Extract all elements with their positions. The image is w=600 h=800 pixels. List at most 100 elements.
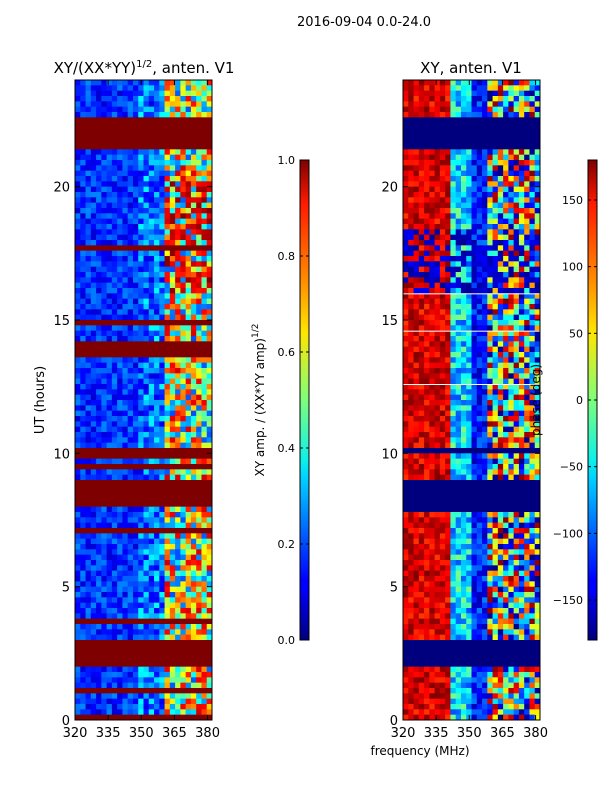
right-heatmap-cell <box>529 469 536 476</box>
right-heatmap-cell <box>518 298 525 305</box>
left-heatmap-cell <box>132 469 139 476</box>
left-flagged-row <box>75 485 212 492</box>
left-heatmap-cell <box>101 165 108 172</box>
left-heatmap-cell <box>159 544 166 550</box>
right-heatmap-cell <box>413 378 420 385</box>
left-heatmap-cell <box>154 677 160 684</box>
right-heatmap-cell <box>529 336 536 342</box>
right-heatmap-cell <box>413 330 420 337</box>
left-heatmap-cell <box>90 90 97 97</box>
right-heatmap-cell <box>408 234 415 241</box>
right-heatmap-cell <box>534 453 540 460</box>
left-heatmap-cell <box>185 389 192 396</box>
right-heatmap-cell <box>482 522 488 529</box>
right-heatmap-cell <box>497 592 504 598</box>
left-heatmap-cell <box>206 538 212 545</box>
left-heatmap-cell <box>80 314 87 321</box>
left-heatmap-cell <box>180 304 187 310</box>
left-heatmap-cell <box>154 602 160 609</box>
left-heatmap-cell <box>164 506 171 513</box>
right-heatmap-cell <box>513 453 520 460</box>
left-heatmap-cell <box>90 570 97 577</box>
left-heatmap-cell <box>164 218 171 225</box>
right-heatmap-cell <box>529 378 536 385</box>
right-heatmap-cell <box>450 538 457 545</box>
right-heatmap-cell <box>534 597 540 604</box>
right-heatmap-cell <box>503 170 509 177</box>
right-heatmap-cell <box>413 416 420 422</box>
left-heatmap-cell <box>101 624 108 630</box>
right-heatmap-cell <box>471 240 478 246</box>
left-heatmap-cell <box>138 224 145 230</box>
right-heatmap-cell <box>497 330 504 337</box>
right-heatmap-cell <box>518 394 525 401</box>
left-heatmap-cell <box>127 186 134 193</box>
right-heatmap-cell <box>513 288 520 294</box>
right-heatmap-cell <box>534 112 540 118</box>
right-heatmap-cell <box>476 298 483 305</box>
left-heatmap-cell <box>80 176 87 182</box>
left-heatmap-cell <box>185 410 192 417</box>
right-heatmap-cell <box>492 314 499 321</box>
right-heatmap-cell <box>445 442 452 449</box>
left-heatmap-cell <box>159 677 166 684</box>
right-heatmap-cell <box>460 154 467 161</box>
left-heatmap-cell <box>75 682 81 689</box>
right-heatmap-cell <box>534 672 540 678</box>
right-heatmap-cell <box>424 234 430 241</box>
right-heatmap-cell <box>445 458 452 465</box>
right-heatmap-cell <box>434 192 441 198</box>
left-heatmap-cell <box>164 458 171 465</box>
right-heatmap-cell <box>487 320 494 326</box>
left-heatmap-cell <box>159 293 166 300</box>
left-heatmap-cell <box>80 80 87 86</box>
left-heatmap-cell <box>80 101 87 108</box>
left-heatmap-cell <box>127 560 134 566</box>
right-heatmap-cell <box>471 570 478 577</box>
right-heatmap-cell <box>513 277 520 284</box>
right-heatmap-cell <box>429 576 436 582</box>
right-heatmap-cell <box>503 549 509 556</box>
right-heatmap-cell <box>487 106 494 113</box>
left-heatmap-cell <box>138 592 145 598</box>
right-heatmap-cell <box>403 293 409 300</box>
left-heatmap-cell <box>164 90 171 97</box>
left-heatmap-cell <box>85 698 92 705</box>
right-heatmap-cell <box>476 213 483 220</box>
left-heatmap-cell <box>175 154 181 161</box>
right-heatmap-cell <box>492 149 499 156</box>
left-heatmap-cell <box>180 256 187 262</box>
left-heatmap-cell <box>185 362 192 369</box>
left-heatmap-cell <box>138 698 145 705</box>
left-heatmap-cell <box>122 357 129 364</box>
right-heatmap-cell <box>518 522 525 529</box>
left-heatmap-cell <box>190 677 197 684</box>
left-heatmap-cell <box>80 85 87 92</box>
left-heatmap-cell <box>201 565 208 572</box>
right-heatmap-cell <box>434 586 441 593</box>
right-heatmap-cell <box>450 213 457 220</box>
left-heatmap-cell <box>96 624 102 630</box>
right-heatmap-cell <box>403 517 409 524</box>
right-heatmap-cell <box>476 336 483 342</box>
right-heatmap-cell <box>518 112 525 118</box>
left-heatmap-cell <box>138 261 145 268</box>
left-heatmap-cell <box>117 160 124 166</box>
right-heatmap-cell <box>445 432 452 438</box>
left-heatmap-cell <box>85 693 92 700</box>
right-heatmap-cell <box>445 208 452 214</box>
left-heatmap-cell <box>169 112 176 118</box>
left-heatmap-cell <box>169 554 176 561</box>
right-heatmap-cell <box>534 592 540 598</box>
right-heatmap-cell <box>445 368 452 374</box>
left-heatmap-cell <box>117 597 124 604</box>
left-heatmap-cell <box>180 394 187 401</box>
left-heatmap-cell <box>90 234 97 241</box>
right-heatmap-cell <box>508 389 515 396</box>
right-heatmap-cell <box>497 160 504 166</box>
right-heatmap-cell <box>534 96 540 102</box>
right-heatmap-cell <box>534 629 540 636</box>
right-heatmap-cell <box>508 362 515 369</box>
left-heatmap-cell <box>143 682 150 689</box>
left-heatmap-cell <box>132 421 139 428</box>
